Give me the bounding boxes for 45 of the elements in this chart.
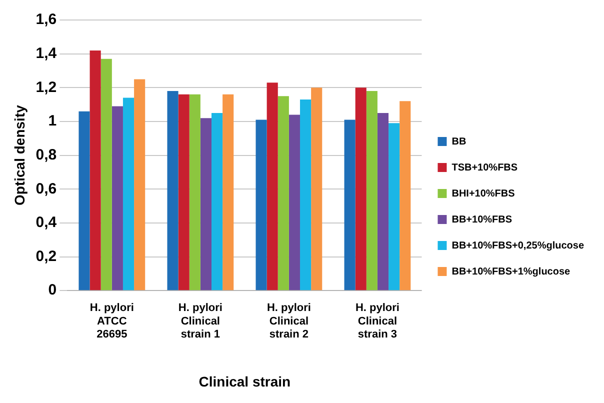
bar: [222, 94, 234, 290]
x-tick-label: H. pylori Clinical strain 3: [355, 302, 400, 341]
legend-label: BHI+10%FBS: [452, 188, 516, 200]
bar: [189, 94, 200, 290]
bar: [134, 79, 146, 290]
bar: [278, 96, 289, 290]
bar: [178, 94, 190, 290]
y-tick-label: 0,4: [36, 214, 58, 232]
bar: [211, 113, 223, 290]
bar: [167, 91, 178, 290]
y-tick-label: 0,6: [36, 180, 57, 198]
legend-label: BB+10%FBS: [452, 214, 512, 226]
x-tick-label: H. pylori ATCC 26695: [90, 302, 134, 341]
bar: [78, 111, 90, 290]
bar: [122, 98, 134, 290]
y-tick-label: 0,8: [36, 146, 57, 164]
x-tick-label: H. pylori Clinical strain 1: [178, 302, 222, 341]
bar: [377, 113, 389, 290]
y-tick-label: 1,4: [36, 44, 58, 62]
x-axis-title: Clinical strain: [198, 373, 291, 390]
bar: [266, 82, 278, 290]
y-tick-label: 1: [48, 112, 57, 130]
bar: [300, 99, 312, 290]
bar: [400, 101, 411, 290]
bar: [366, 91, 378, 290]
bar: [355, 88, 366, 290]
y-tick-label: 0,2: [36, 248, 57, 265]
bar: [90, 50, 101, 290]
y-axis-title: Optical density: [11, 104, 28, 206]
bar: [311, 88, 322, 290]
legend-label: BB+10%FBS+1%glucose: [452, 266, 571, 278]
bar: [112, 106, 123, 290]
bar: [388, 123, 400, 290]
bar: [200, 118, 212, 290]
bar: [344, 120, 356, 290]
y-tick-label: 1,6: [36, 11, 57, 28]
legend-label: BB: [452, 136, 466, 148]
legend-label: TSB+10%FBS: [452, 162, 518, 174]
bar: [256, 120, 267, 290]
bar: [100, 58, 112, 290]
bar: [288, 114, 300, 290]
y-tick-label: 0: [48, 282, 57, 299]
y-tick-label: 1,2: [36, 78, 57, 96]
x-tick-label: H. pylori Clinical strain 2: [266, 302, 311, 341]
legend-label: BB+10%FBS+0,25%glucose: [452, 240, 584, 252]
